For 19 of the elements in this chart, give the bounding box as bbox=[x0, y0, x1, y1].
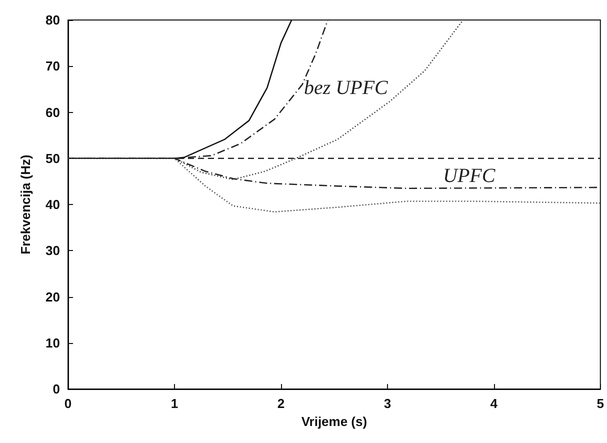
y-tick-label: 40 bbox=[46, 197, 60, 212]
x-tick-label: 1 bbox=[170, 396, 178, 411]
y-axis-title: Frekvencija (Hz) bbox=[18, 154, 33, 254]
x-tick-label: 5 bbox=[596, 396, 604, 411]
x-tick-label: 0 bbox=[64, 396, 72, 411]
x-tick-label: 4 bbox=[490, 396, 498, 411]
annotation: bez UPFC bbox=[304, 77, 389, 99]
y-tick-label: 50 bbox=[46, 150, 60, 166]
x-tick-label: 3 bbox=[384, 396, 392, 411]
x-axis-title: Vrijeme (s) bbox=[301, 414, 368, 429]
annotation: UPFC bbox=[443, 165, 496, 187]
y-tick-label: 80 bbox=[46, 12, 60, 28]
y-tick-label: 0 bbox=[52, 382, 60, 396]
y-tick-label: 20 bbox=[46, 289, 60, 304]
x-tick-label: 2 bbox=[277, 396, 285, 411]
y-tick-label: 70 bbox=[46, 58, 60, 74]
y-tick-label: 60 bbox=[46, 104, 60, 120]
y-tick-label: 10 bbox=[46, 335, 60, 350]
y-tick-label: 30 bbox=[46, 243, 60, 258]
